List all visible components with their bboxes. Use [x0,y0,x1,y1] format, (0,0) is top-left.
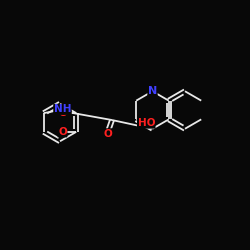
Text: NH: NH [54,104,71,115]
Text: O: O [58,108,67,118]
Text: HO: HO [138,118,155,128]
Text: O: O [58,127,67,137]
Text: N: N [148,86,157,96]
Text: O: O [104,129,113,139]
